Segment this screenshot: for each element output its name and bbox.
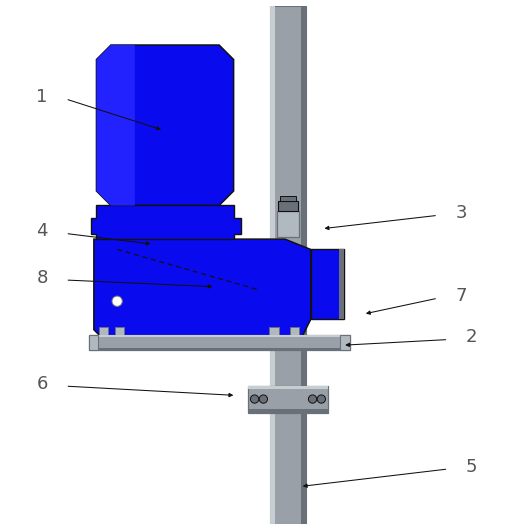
Bar [89, 335, 98, 350]
Bar [269, 327, 279, 335]
Bar [89, 348, 350, 350]
Circle shape [260, 395, 267, 403]
Text: 3: 3 [456, 204, 467, 222]
Bar [99, 327, 108, 335]
Text: 6: 6 [36, 375, 48, 393]
Circle shape [317, 395, 325, 403]
Bar [248, 386, 328, 412]
Bar [89, 335, 350, 338]
Polygon shape [97, 45, 234, 206]
Bar [270, 6, 306, 524]
Text: 1: 1 [36, 88, 48, 106]
Bar [302, 6, 306, 524]
Bar [277, 210, 299, 236]
Circle shape [308, 395, 317, 403]
Text: 7: 7 [456, 287, 467, 305]
Bar [248, 386, 328, 388]
Bar [115, 327, 124, 335]
Text: 2: 2 [466, 329, 477, 347]
Bar [290, 327, 299, 335]
Bar [280, 196, 296, 201]
Polygon shape [94, 239, 311, 340]
Text: 5: 5 [466, 458, 477, 476]
Text: 8: 8 [36, 269, 48, 287]
Circle shape [251, 395, 259, 403]
Circle shape [112, 296, 122, 306]
Bar [278, 201, 298, 210]
Bar [270, 6, 275, 524]
Text: 4: 4 [36, 223, 48, 241]
Polygon shape [97, 45, 135, 206]
Polygon shape [311, 250, 345, 320]
Bar [89, 335, 350, 350]
Bar [248, 409, 328, 412]
Bar [339, 250, 345, 320]
Polygon shape [91, 206, 241, 239]
Bar [340, 335, 350, 350]
